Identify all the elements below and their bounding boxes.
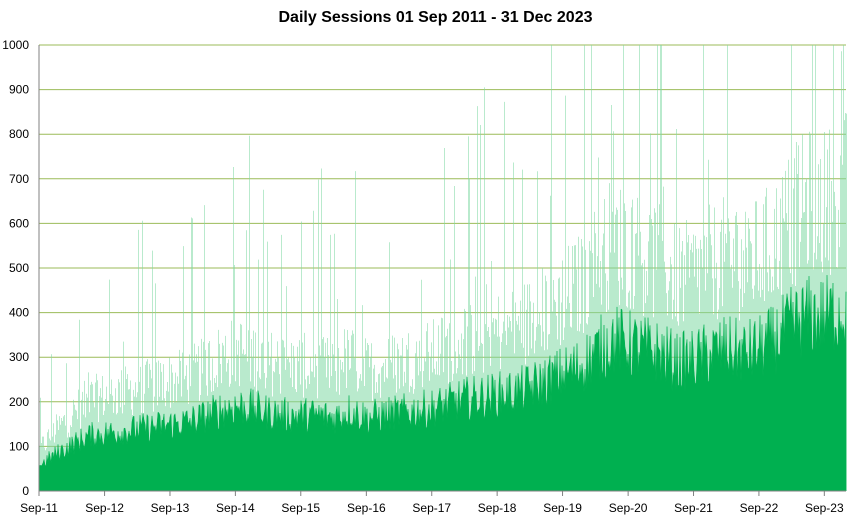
y-tick-label-400: 400	[9, 306, 29, 320]
x-tick-label-Sep-17: Sep-17	[412, 501, 451, 515]
x-tick-label-Sep-11: Sep-11	[20, 501, 58, 515]
y-tick-labels: 0 100 200 300 400 500 600 700 800 900 1000	[2, 38, 29, 498]
x-tick-label-Sep-18: Sep-18	[478, 501, 517, 515]
y-tick-label-200: 200	[9, 395, 29, 409]
x-tick-label-Sep-13: Sep-13	[151, 501, 190, 515]
y-tick-label-100: 100	[9, 439, 29, 453]
y-tick-label-0: 0	[22, 484, 29, 498]
y-tick-label-600: 600	[9, 216, 29, 230]
y-tick-label-700: 700	[9, 172, 29, 186]
y-tick-label-800: 800	[9, 127, 29, 141]
x-tick-label-Sep-22: Sep-22	[740, 501, 779, 515]
x-tick-label-Sep-21: Sep-21	[674, 501, 713, 515]
x-tick-label-Sep-23: Sep-23	[805, 501, 844, 515]
y-tick-label-900: 900	[9, 83, 29, 97]
y-tick-label-500: 500	[9, 261, 29, 275]
x-tick-label-Sep-16: Sep-16	[347, 501, 386, 515]
y-tick-label-300: 300	[9, 350, 29, 364]
x-tick-label-Sep-15: Sep-15	[281, 501, 320, 515]
x-tick-label-Sep-12: Sep-12	[85, 501, 124, 515]
x-tick-label-Sep-14: Sep-14	[216, 501, 255, 515]
y-tick-label-1000: 1000	[2, 38, 29, 52]
x-tick-labels: Sep-11 Sep-12 Sep-13 Sep-14 Sep-15 Sep-16 Sep-…	[20, 501, 844, 515]
x-tick-label-Sep-19: Sep-19	[543, 501, 582, 515]
x-tick-label-Sep-20: Sep-20	[609, 501, 648, 515]
